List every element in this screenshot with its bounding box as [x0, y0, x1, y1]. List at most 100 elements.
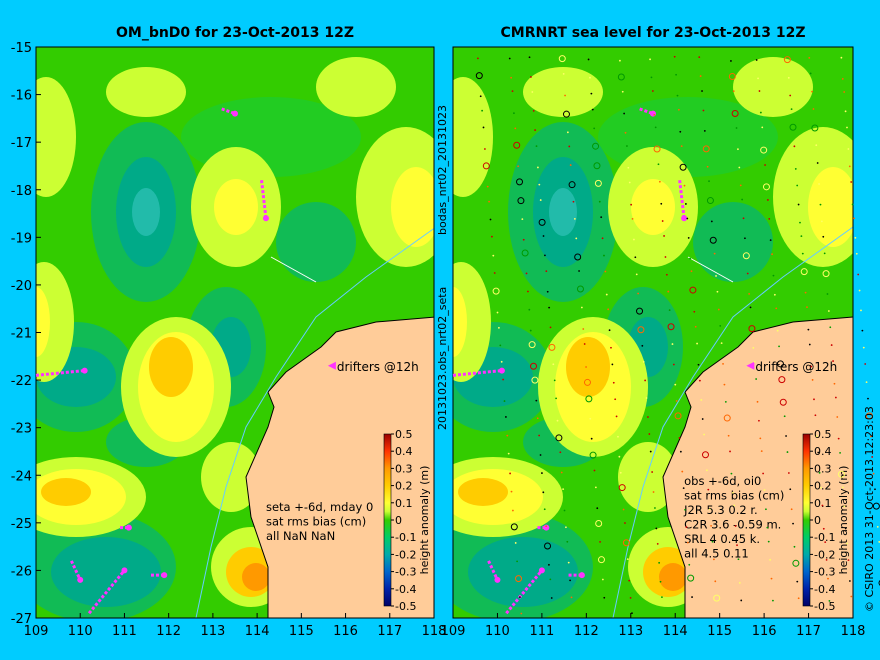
obs-marker [590, 437, 593, 440]
obs-marker [574, 253, 582, 261]
obs-marker [765, 508, 767, 511]
obs-marker [569, 164, 572, 166]
obs-marker [690, 270, 693, 273]
obs-marker [776, 329, 779, 332]
obs-marker [563, 509, 566, 512]
obs-marker [566, 540, 569, 543]
obs-marker [675, 400, 678, 402]
obs-marker [833, 382, 836, 385]
drifter-track [260, 180, 268, 219]
obs-marker [709, 236, 717, 244]
obs-marker [756, 400, 759, 403]
obs-marker [626, 145, 628, 147]
obs-marker [874, 488, 876, 491]
obs-marker [589, 76, 591, 79]
left-map-panel [36, 47, 434, 618]
drifter-head [538, 567, 545, 574]
drifter-legend-label: drifters @12h [337, 360, 419, 374]
y-tick-label: -27 [11, 612, 32, 627]
obs-marker [576, 285, 584, 293]
drifter-track [70, 560, 82, 581]
obs-marker [598, 200, 601, 203]
x-tick-label: 111 [529, 624, 554, 639]
obs-marker [492, 254, 495, 257]
colorbar-tick-label: 0.3 [814, 462, 832, 475]
obs-marker [559, 451, 562, 454]
obs-marker [595, 520, 603, 528]
obs-marker [529, 329, 532, 332]
obs-marker [548, 306, 551, 309]
obs-marker [507, 452, 510, 455]
obs-marker [732, 90, 735, 93]
colorbar-tick-label: -0.2 [814, 548, 835, 561]
x-tick-label: 118 [841, 624, 866, 639]
obs-marker [637, 292, 640, 295]
obs-marker [685, 526, 688, 529]
stats-line: sat rms bias (cm) [684, 488, 784, 502]
obs-marker [773, 293, 776, 296]
obs-marker [827, 577, 829, 580]
obs-marker [736, 544, 738, 547]
drifter-head [77, 576, 84, 583]
y-tick-label: -20 [11, 279, 32, 294]
obs-marker [744, 237, 746, 240]
obs-marker [553, 379, 556, 382]
obs-marker [698, 379, 701, 382]
obs-marker [807, 328, 810, 331]
obs-marker [528, 56, 531, 59]
obs-marker [778, 376, 786, 384]
obs-marker [762, 183, 770, 191]
obs-marker [597, 556, 605, 564]
obs-marker [878, 580, 880, 586]
obs-marker [687, 574, 695, 582]
obs-marker [513, 112, 515, 115]
obs-marker [644, 379, 647, 382]
stats-line: seta +-6d, mday 0 [266, 500, 373, 514]
obs-marker [612, 381, 615, 384]
obs-marker [682, 487, 685, 490]
obs-marker [783, 56, 791, 64]
obs-marker [544, 542, 552, 550]
obs-marker [679, 163, 687, 171]
obs-marker [587, 58, 590, 61]
obs-marker [846, 542, 848, 545]
obs-marker [763, 489, 766, 491]
obs-marker [607, 308, 610, 311]
obs-marker [605, 293, 608, 296]
obs-marker [528, 308, 531, 311]
obs-marker [834, 396, 837, 399]
x-tick-label: 113 [200, 624, 225, 639]
obs-marker [771, 253, 773, 256]
x-tick-label: 113 [618, 624, 643, 639]
obs-marker [818, 183, 820, 185]
x-tick-label: 115 [289, 624, 314, 639]
obs-marker [735, 127, 738, 129]
stats-line: SRL 4 0.45 k. [684, 532, 760, 546]
obs-marker [647, 416, 649, 418]
obs-marker [488, 200, 491, 203]
obs-marker [479, 95, 482, 98]
obs-marker [585, 366, 587, 368]
colorbar-tick-label: -0.1 [814, 531, 835, 544]
obs-marker [837, 470, 845, 478]
obs-marker [699, 75, 702, 77]
obs-marker [799, 221, 801, 224]
y-tick-label: -26 [11, 564, 32, 579]
obs-marker [689, 257, 691, 260]
obs-marker [830, 344, 833, 346]
obs-marker [506, 434, 509, 437]
obs-marker [610, 346, 612, 349]
obs-marker [789, 123, 797, 131]
obs-marker [629, 596, 632, 599]
obs-marker [521, 249, 529, 257]
obs-marker [502, 378, 505, 381]
obs-marker [672, 363, 675, 366]
obs-marker [766, 199, 769, 201]
obs-marker [742, 252, 750, 260]
obs-marker [645, 397, 648, 399]
obs-marker [653, 145, 661, 153]
obs-marker [758, 419, 760, 422]
obs-marker [636, 307, 644, 315]
obs-marker [697, 363, 700, 366]
obs-marker [700, 399, 703, 401]
